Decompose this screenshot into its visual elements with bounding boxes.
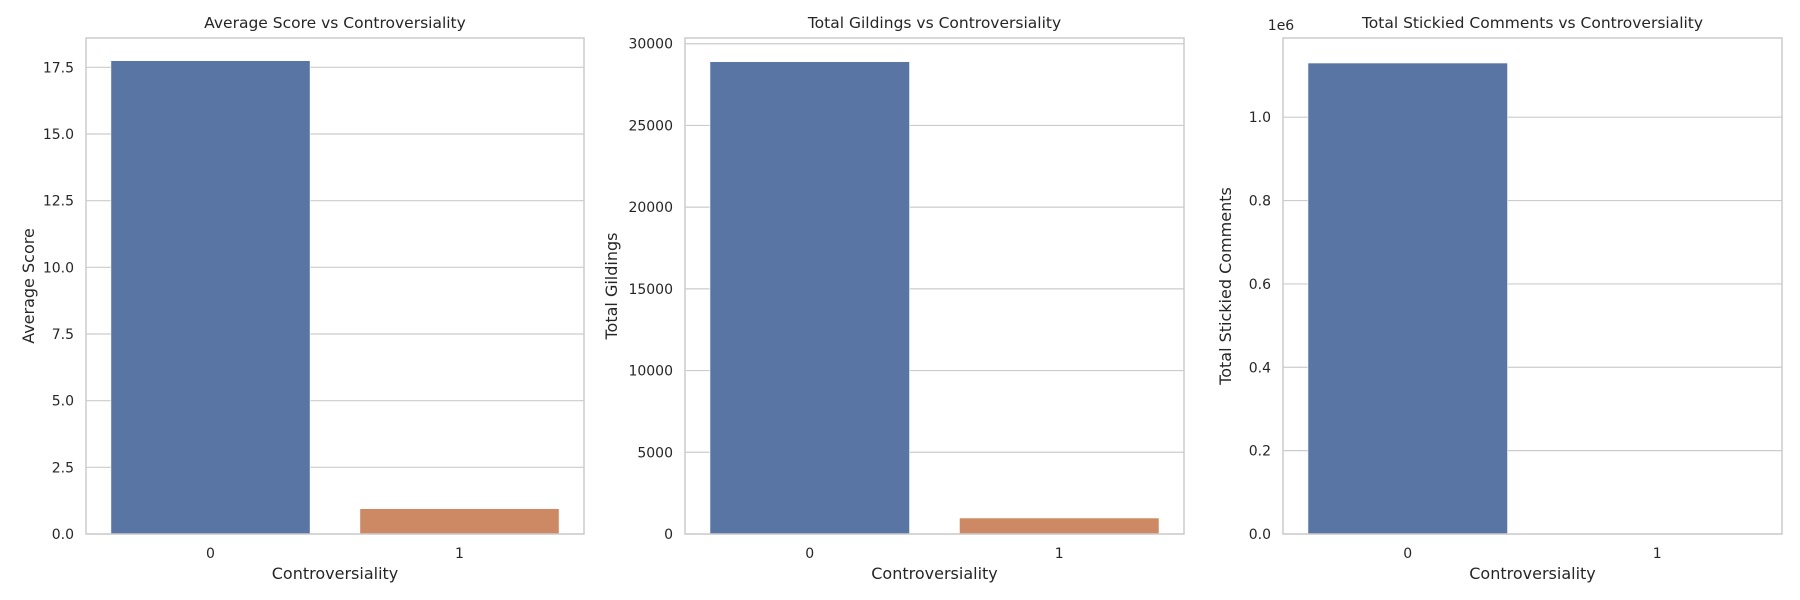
subplot-1: 0.0 2.5 5.0 7.5 10.0 12.5 15.0 17.5 0 1 Average Sc… [19,14,585,583]
y-tick-label: 17.5 [43,60,74,76]
y-tick-label: 12.5 [43,194,74,210]
axes-frame [1282,37,1783,535]
axes-frame [85,37,585,535]
y-tick-label: 0.8 [1249,194,1271,210]
y-tick-label: 10.0 [43,260,74,276]
axes-frame [684,37,1185,535]
y-tick-label: 2.5 [52,460,74,476]
y-axis-label: Total Gildings [602,233,621,341]
y-tick-label: 20000 [628,200,673,216]
y-axis-label: Total Stickied Comments [1216,187,1235,386]
y-axis-label: Average Score [19,228,38,344]
y-tick-label: 15000 [628,282,673,298]
y-tick-label: 1.0 [1249,110,1271,126]
subplot-3: 0.0 0.2 0.4 0.6 0.8 1.0 0 1 Total Stickied Comme… [1216,14,1783,583]
x-tick-label: 0 [805,546,814,562]
bar-0 [110,60,311,535]
chart-title: Average Score vs Controversiality [204,14,466,32]
subplot-2: 0 5000 10000 15000 20000 25000 30000 0 1 Total Gi… [602,14,1185,583]
x-tick-label: 1 [455,546,464,562]
bar-0 [1307,62,1508,535]
chart-title: Total Stickied Comments vs Controversial… [1361,14,1703,32]
y-tick-label: 25000 [628,118,673,134]
chart-title: Total Gildings vs Controversiality [807,14,1061,32]
y-tick-label: 7.5 [52,327,74,343]
y-tick-label: 0.0 [52,527,74,543]
x-axis-label: Controversiality [1469,564,1596,583]
x-axis-label: Controversiality [272,564,399,583]
y-tick-label: 0 [664,527,673,543]
y-offset-label: 1e6 [1268,18,1295,34]
y-tick-label: 5.0 [52,394,74,410]
x-tick-label: 0 [1403,546,1412,562]
x-axis-label: Controversiality [871,564,998,583]
x-tick-label: 0 [206,546,215,562]
y-tick-label: 0.4 [1249,360,1271,376]
y-tick-label: 0.6 [1249,277,1271,293]
y-tick-label: 5000 [637,445,673,461]
y-tick-label: 30000 [628,37,673,53]
bar-0 [709,61,910,535]
y-tick-label: 15.0 [43,127,74,143]
x-tick-label: 1 [1653,546,1662,562]
y-tick-label: 0.2 [1249,444,1271,460]
y-tick-label: 0.0 [1249,527,1271,543]
bar-1 [959,517,1160,535]
bar-1 [359,508,560,535]
y-tick-label: 10000 [628,364,673,380]
x-tick-label: 1 [1055,546,1064,562]
